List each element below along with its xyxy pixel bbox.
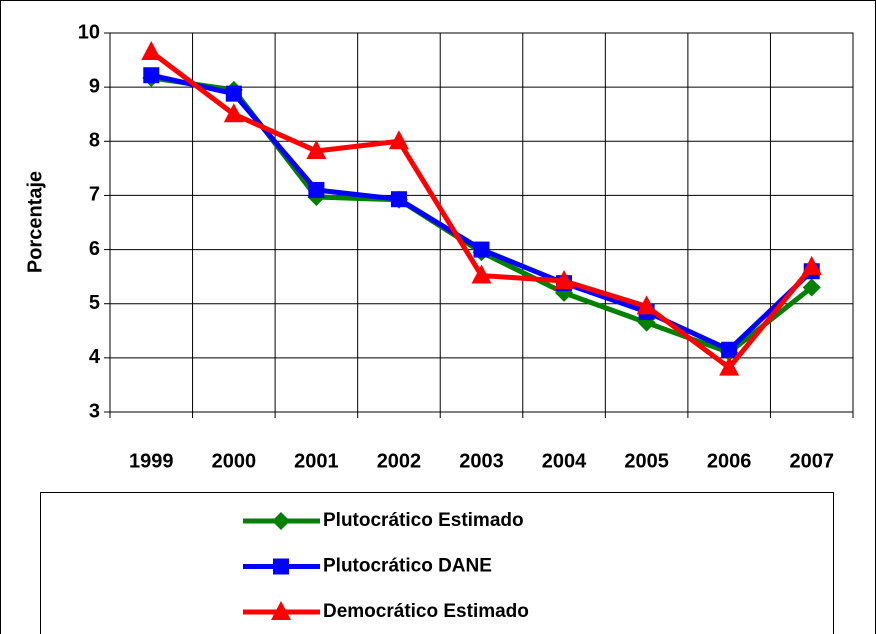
series-marker [388, 130, 409, 150]
series-marker [141, 40, 162, 60]
x-tick-label: 2004 [542, 450, 587, 472]
series-marker [223, 103, 244, 123]
x-tick-label: 2005 [624, 450, 669, 472]
x-tick-label: 2006 [707, 450, 752, 472]
series-marker [473, 241, 490, 258]
series-marker [225, 85, 242, 102]
legend-marker [271, 601, 291, 620]
x-tick-label: 2000 [212, 450, 257, 472]
series-marker [390, 191, 407, 208]
series-marker [721, 341, 738, 358]
legend-label: Plutocrático Estimado [323, 510, 524, 531]
y-tick-label: 10 [78, 21, 100, 43]
series-marker [308, 182, 325, 199]
y-tick-label: 5 [89, 292, 100, 314]
y-tick-label: 8 [89, 130, 100, 152]
legend-label: Democrático Estimado [323, 601, 529, 622]
y-tick-label: 9 [89, 75, 100, 97]
legend-marker [272, 512, 290, 530]
legend-marker [273, 558, 289, 575]
x-tick-label: 2001 [294, 450, 339, 472]
x-tick-label: 2007 [789, 450, 834, 472]
series-marker [636, 295, 657, 315]
series-marker [802, 278, 821, 297]
series-marker [801, 255, 822, 275]
legend-label: Plutocrático DANE [323, 556, 492, 577]
series-marker [554, 269, 575, 289]
y-axis-label: Porcentaje [24, 171, 46, 273]
y-tick-label: 3 [89, 400, 100, 422]
y-tick-label: 4 [89, 346, 101, 368]
series-marker [471, 264, 492, 284]
x-tick-label: 2002 [377, 450, 422, 472]
x-tick-label: 2003 [459, 450, 504, 472]
y-tick-label: 6 [89, 238, 100, 260]
legend-box [40, 492, 834, 634]
y-tick-label: 7 [89, 184, 100, 206]
series-marker [306, 140, 327, 160]
series-marker [719, 356, 740, 376]
x-tick-label: 1999 [129, 450, 174, 472]
series-marker [143, 67, 160, 84]
